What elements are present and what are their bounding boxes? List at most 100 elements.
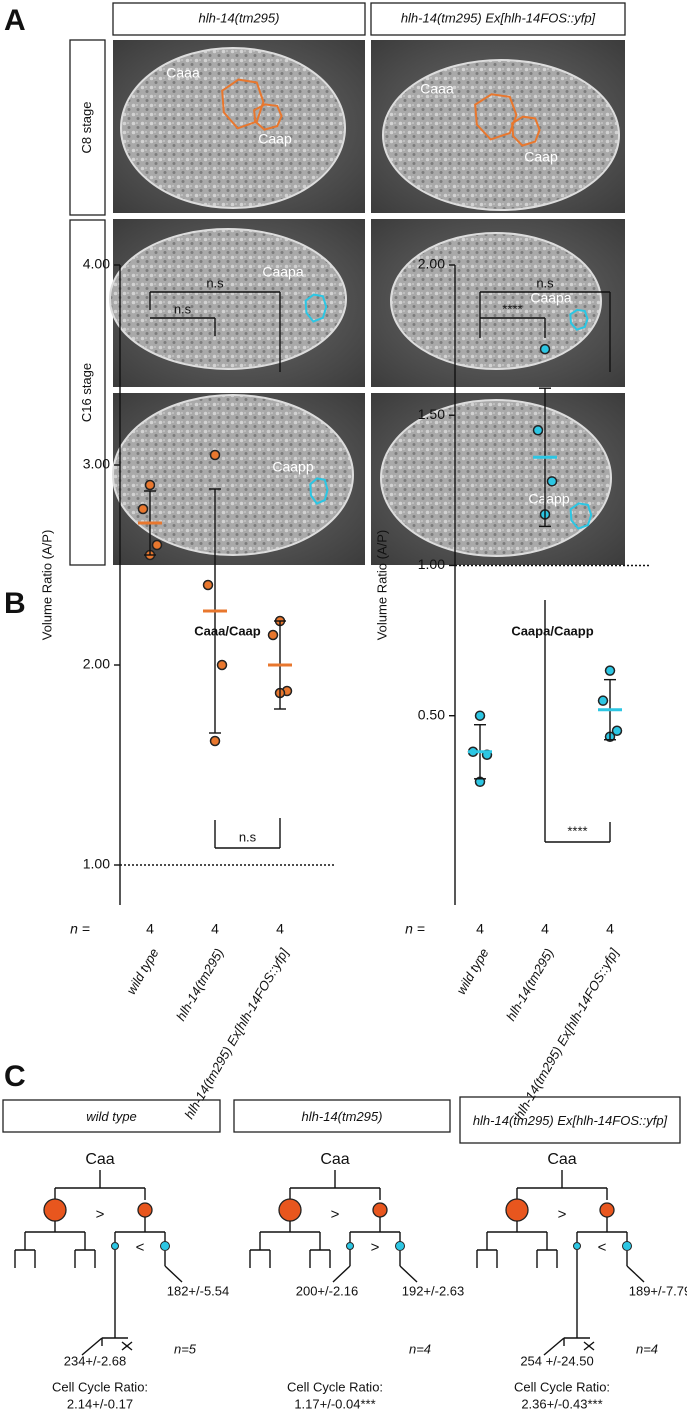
data-point [597, 695, 609, 706]
micrograph: Caapp [112, 393, 365, 565]
significance-label: n.s [206, 275, 224, 290]
micrograph: Caaa Caap [113, 40, 365, 213]
ratio-label: Cell Cycle Ratio: [52, 1379, 148, 1394]
cell-node [573, 1242, 581, 1250]
embryo [112, 394, 354, 556]
lineage-header-wrap: hlh-14(tm295) [302, 1109, 383, 1124]
cell-outline [511, 115, 541, 147]
connector [121, 1341, 133, 1351]
cycle-time: 189+/-7.79 [629, 1283, 687, 1298]
cycle-time: 234+/-2.68 [64, 1353, 127, 1368]
data-point [604, 665, 616, 676]
comparison-sign: > [558, 1206, 567, 1223]
embryo [120, 47, 346, 209]
column-header-box [370, 2, 626, 36]
y-tick-label: 0.50 [418, 706, 445, 722]
ratio-label: Cell Cycle Ratio: [287, 1379, 383, 1394]
n-value: 4 [211, 921, 219, 937]
data-point [137, 503, 149, 515]
ratio-value: 1.17+/-0.04*** [294, 1396, 375, 1411]
cell-label: Caaa [166, 65, 200, 81]
lineage-header-box [459, 1096, 681, 1144]
cell-outline [569, 502, 593, 530]
panel-label: B [4, 587, 26, 620]
micrograph: Caaa Caap [371, 40, 625, 213]
n-label: n = [405, 921, 425, 937]
category-label: hlh-14(tm295) [173, 946, 226, 1024]
cell-outline [309, 477, 329, 505]
sample-size: n=5 [174, 1341, 197, 1356]
lineage-header-box [2, 1099, 221, 1133]
column-header: hlh-14(tm295) [199, 10, 280, 25]
cell-outline [221, 78, 265, 130]
cell-node [622, 1241, 632, 1251]
connector [399, 1265, 418, 1283]
lineage-header-wrap: hlh-14(tm295) Ex[hlh-14FOS::yfp] [473, 1113, 667, 1128]
cell-label: Caap [258, 131, 292, 147]
sample-size: n=4 [636, 1341, 658, 1356]
cell-label: Caapp [528, 491, 569, 507]
cycle-time: 192+/-2.63 [402, 1283, 465, 1298]
n-value: 4 [541, 921, 549, 937]
n-value: 4 [276, 921, 284, 937]
cell-node [505, 1198, 529, 1222]
data-point [267, 629, 279, 641]
comparison-sign: < [598, 1239, 607, 1256]
ratio-value: 2.14+/-0.17 [67, 1396, 133, 1411]
cell-node [137, 1202, 153, 1218]
connector [164, 1265, 183, 1283]
lineage-header: wild type [86, 1108, 137, 1124]
cell-node [372, 1202, 388, 1218]
comparison-sign: > [371, 1239, 380, 1256]
significance-label: **** [567, 823, 587, 838]
y-axis-label: Volume Ratio (A/P) [39, 530, 54, 641]
significance-label: n.s [239, 829, 257, 844]
connector [332, 1265, 351, 1283]
cycle-time: 254 +/-24.50 [520, 1353, 593, 1368]
data-point [474, 710, 486, 721]
embryo [380, 399, 612, 557]
micrograph: Caapp [371, 393, 625, 565]
ratio-value: 2.36+/-0.43*** [521, 1396, 602, 1411]
y-tick-label: 1.50 [418, 406, 445, 422]
row-header: C8 stage [79, 101, 94, 153]
y-tick-label: 1.00 [418, 556, 445, 572]
panel-label: A [4, 4, 26, 37]
lineage-root: Caa [320, 1151, 349, 1168]
comparison-sign: < [136, 1239, 145, 1256]
category-label: wild type [123, 946, 161, 997]
data-point [216, 659, 228, 671]
cell-label: Caapa [530, 290, 571, 306]
cell-label: Caapa [262, 264, 303, 280]
row-header-box [69, 219, 106, 566]
cell-node [111, 1242, 119, 1250]
data-point [539, 343, 551, 355]
cycle-time: 182+/-5.54 [167, 1283, 230, 1298]
cell-outline [253, 103, 283, 131]
cell-outline [304, 293, 328, 323]
chart-title: Caapa/Caapp [511, 623, 593, 638]
panel-label: C [4, 1060, 26, 1093]
sample-size: n=4 [409, 1341, 431, 1356]
cell-outline [569, 308, 589, 331]
data-point [209, 735, 221, 747]
cell-label: Caaa [420, 81, 454, 97]
cell-outline [474, 93, 518, 141]
significance-label: n.s [536, 275, 554, 290]
category-label: hlh-14(tm295) [503, 946, 556, 1024]
column-header-box [112, 2, 366, 36]
connector [543, 1337, 565, 1356]
cell-node [160, 1241, 170, 1251]
significance-label: n.s [174, 301, 192, 316]
cell-label: Caapp [272, 459, 313, 475]
embryo [109, 228, 347, 370]
comparison-sign: > [96, 1206, 105, 1223]
y-axis-label: Volume Ratio (A/P) [374, 530, 389, 641]
data-point [532, 425, 544, 436]
lineage-header-wrap: wild type [86, 1108, 137, 1124]
lineage-root: Caa [85, 1151, 114, 1168]
connector [81, 1337, 103, 1356]
cell-node [278, 1198, 302, 1222]
cell-node [395, 1241, 405, 1251]
